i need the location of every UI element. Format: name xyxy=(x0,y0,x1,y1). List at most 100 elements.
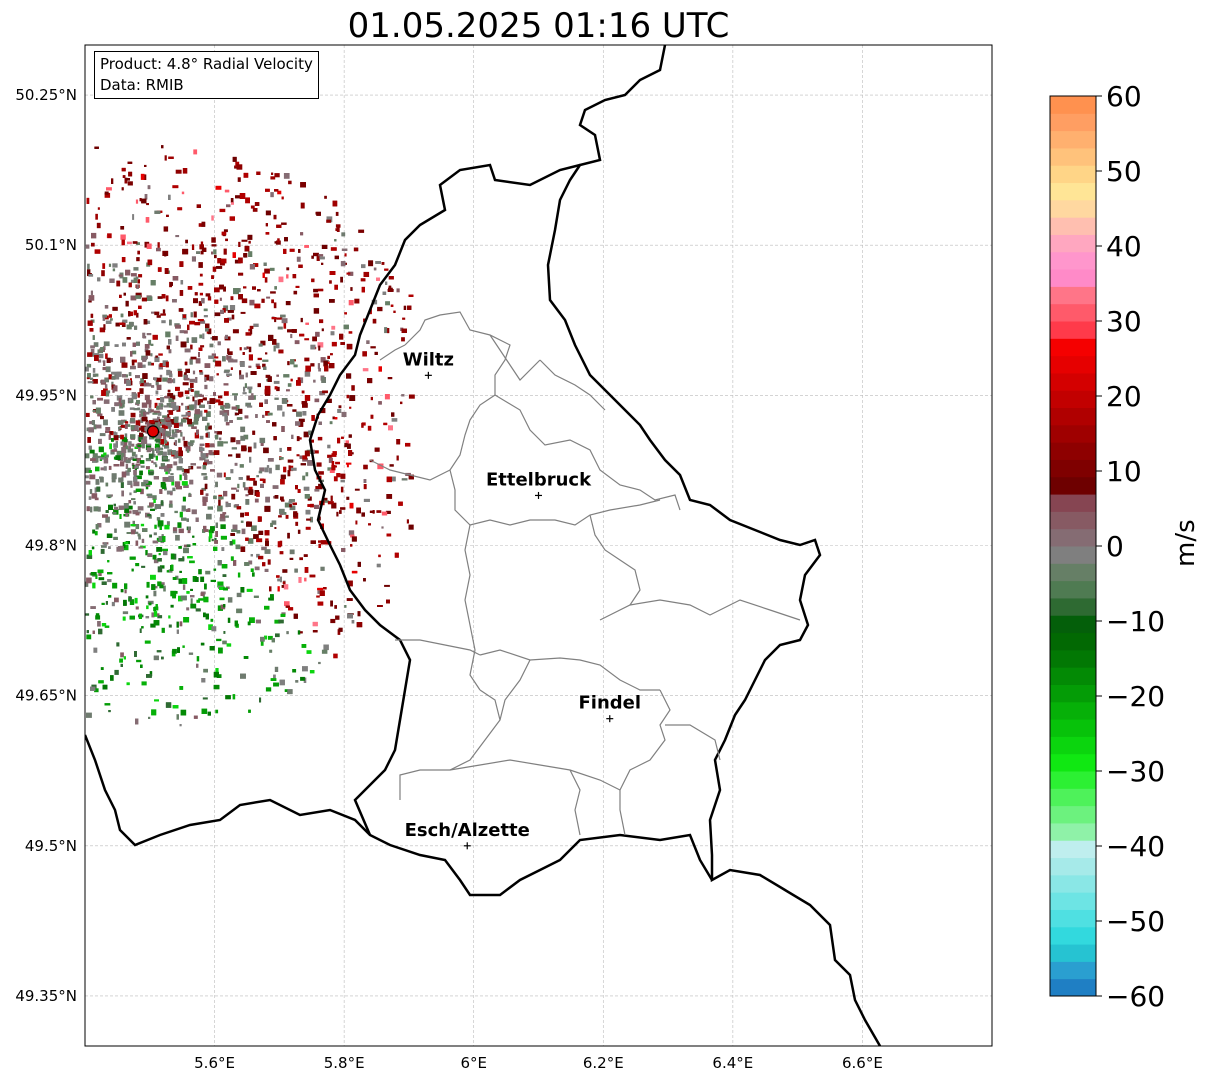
echo-pixel xyxy=(281,196,284,200)
echo-pixel xyxy=(201,708,208,714)
echo-pixel xyxy=(294,568,298,573)
echo-pixel xyxy=(118,505,124,510)
echo-pixel xyxy=(341,248,348,251)
echo-pixel xyxy=(149,534,152,538)
echo-pixel xyxy=(181,508,187,512)
echo-pixel xyxy=(163,427,166,431)
echo-pixel xyxy=(348,434,352,438)
colorbar-tick-label: −60 xyxy=(1106,980,1165,1013)
echo-pixel xyxy=(323,360,328,367)
echo-pixel xyxy=(201,487,206,491)
echo-pixel xyxy=(113,506,118,511)
echo-pixel xyxy=(113,443,118,448)
echo-pixel xyxy=(151,584,156,590)
echo-pixel xyxy=(350,287,353,291)
echo-pixel xyxy=(386,599,390,604)
echo-pixel xyxy=(196,599,200,603)
echo-pixel xyxy=(252,208,258,212)
echo-pixel xyxy=(382,291,387,295)
echo-pixel xyxy=(208,405,212,410)
echo-pixel xyxy=(253,480,257,486)
echo-pixel xyxy=(394,552,399,558)
echo-pixel xyxy=(262,562,266,567)
echo-pixel xyxy=(167,468,172,472)
echo-pixel xyxy=(136,242,140,246)
echo-pixel xyxy=(105,510,109,513)
echo-pixel xyxy=(169,437,175,439)
radar-site-dot xyxy=(146,425,160,438)
echo-pixel xyxy=(246,346,249,349)
echo-pixel xyxy=(164,417,171,421)
echo-pixel xyxy=(154,699,159,702)
echo-pixel xyxy=(246,521,252,527)
echo-pixel xyxy=(154,377,158,381)
echo-pixel xyxy=(304,338,310,341)
echo-pixel xyxy=(159,524,162,530)
echo-pixel xyxy=(282,411,285,417)
echo-pixel xyxy=(122,175,126,178)
echo-pixel xyxy=(215,668,219,673)
echo-pixel xyxy=(208,536,211,542)
echo-pixel xyxy=(137,533,141,537)
echo-pixel xyxy=(386,476,392,483)
echo-pixel xyxy=(106,533,113,538)
echo-pixel xyxy=(341,548,346,552)
echo-pixel xyxy=(286,631,289,635)
echo-pixel xyxy=(264,549,271,554)
echo-pixel xyxy=(108,374,112,380)
echo-pixel xyxy=(145,444,152,450)
echo-pixel xyxy=(161,145,164,149)
echo-pixel xyxy=(120,234,126,240)
echo-pixel xyxy=(144,194,148,200)
echo-pixel xyxy=(188,492,191,496)
echo-pixel xyxy=(231,529,237,532)
echo-pixel xyxy=(217,605,223,611)
echo-pixel xyxy=(201,298,205,304)
echo-pixel xyxy=(139,364,146,368)
echo-pixel xyxy=(88,550,92,556)
echo-pixel xyxy=(157,421,160,427)
echo-pixel xyxy=(298,418,305,422)
echo-pixel xyxy=(355,520,358,525)
echo-pixel xyxy=(252,286,256,290)
echo-pixel xyxy=(105,320,112,324)
echo-pixel xyxy=(165,295,169,302)
echo-pixel xyxy=(387,328,390,334)
echo-pixel xyxy=(198,282,204,286)
echo-pixel xyxy=(287,447,292,451)
echo-pixel xyxy=(369,510,375,513)
echo-pixel xyxy=(111,375,116,380)
echo-pixel xyxy=(184,348,191,353)
canton-border xyxy=(469,499,661,526)
colorbar-tick-label: −50 xyxy=(1106,905,1165,938)
echo-pixel xyxy=(157,615,163,619)
echo-pixel xyxy=(332,416,335,420)
echo-pixel xyxy=(154,402,158,408)
colorbar-segment xyxy=(1050,580,1096,599)
echo-pixel xyxy=(258,530,264,535)
echo-pixel xyxy=(351,620,355,624)
echo-pixel xyxy=(268,597,274,601)
echo-pixel xyxy=(159,489,163,494)
echo-pixel xyxy=(209,343,214,348)
canton-border xyxy=(499,659,531,721)
echo-pixel xyxy=(253,395,256,400)
echo-pixel xyxy=(108,710,111,713)
echo-pixel xyxy=(303,677,307,683)
echo-pixel xyxy=(144,344,150,349)
echo-pixel xyxy=(193,149,198,155)
echo-pixel xyxy=(132,241,138,244)
echo-pixel xyxy=(217,505,223,512)
echo-pixel xyxy=(217,341,221,346)
echo-pixel xyxy=(198,223,203,227)
echo-pixel xyxy=(208,624,213,630)
echo-pixel xyxy=(142,410,145,413)
canton-border xyxy=(539,359,606,411)
echo-pixel xyxy=(292,409,297,412)
echo-pixel xyxy=(162,422,166,426)
echo-pixel xyxy=(222,404,228,408)
echo-pixel xyxy=(104,192,111,198)
echo-pixel xyxy=(363,318,366,323)
echo-pixel xyxy=(95,479,100,485)
echo-pixel xyxy=(277,586,280,592)
